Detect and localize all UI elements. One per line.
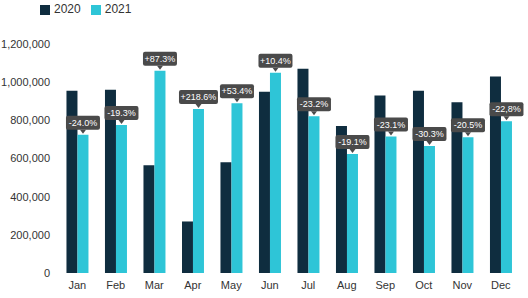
svg-text:-23.2%: -23.2%: [300, 99, 329, 109]
svg-text:+218.6%: +218.6%: [181, 92, 217, 102]
html-text:2021: 2021: [104, 2, 132, 16]
svg-text:Feb: Feb: [106, 279, 125, 291]
svg-text:-19.3%: -19.3%: [107, 108, 136, 118]
svg-text:Mar: Mar: [145, 279, 164, 291]
svg-text:-30.3%: -30.3%: [415, 129, 444, 139]
svg-text:1,000,000: 1,000,000: [8, 76, 50, 88]
svg-text:400,000: 400,000: [10, 191, 50, 203]
svg-text:200,000: 200,000: [10, 229, 50, 241]
svg-text:Dec: Dec: [491, 279, 511, 291]
svg-text:600,000: 600,000: [10, 152, 50, 164]
svg-text:-20.5%: -20.5%: [454, 120, 483, 130]
svg-text:Oct: Oct: [415, 279, 432, 291]
svg-text:+87.3%: +87.3%: [145, 54, 176, 64]
svg-text:Apr: Apr: [184, 279, 201, 291]
svg-text:Sep: Sep: [375, 279, 395, 291]
svg-text:+53.4%: +53.4%: [222, 86, 253, 96]
svg-text:Jul: Jul: [301, 279, 315, 291]
svg-text:May: May: [221, 279, 242, 291]
svg-text:0: 0: [44, 267, 50, 279]
svg-text:+10.4%: +10.4%: [260, 56, 291, 66]
svg-text:1,200,000: 1,200,000: [8, 38, 50, 50]
svg-text:Jun: Jun: [261, 279, 279, 291]
html-text:2020: 2020: [54, 2, 81, 16]
svg-text:Jan: Jan: [68, 279, 86, 291]
svg-text:800,000: 800,000: [10, 114, 50, 126]
svg-text:-23.1%: -23.1%: [377, 120, 406, 130]
svg-text:-24.0%: -24.0%: [69, 118, 98, 128]
svg-text:-22,8%: -22,8%: [492, 104, 520, 114]
svg-text:-19.1%: -19.1%: [338, 137, 367, 147]
svg-text:Nov: Nov: [452, 279, 472, 291]
svg-text:Aug: Aug: [337, 279, 357, 291]
